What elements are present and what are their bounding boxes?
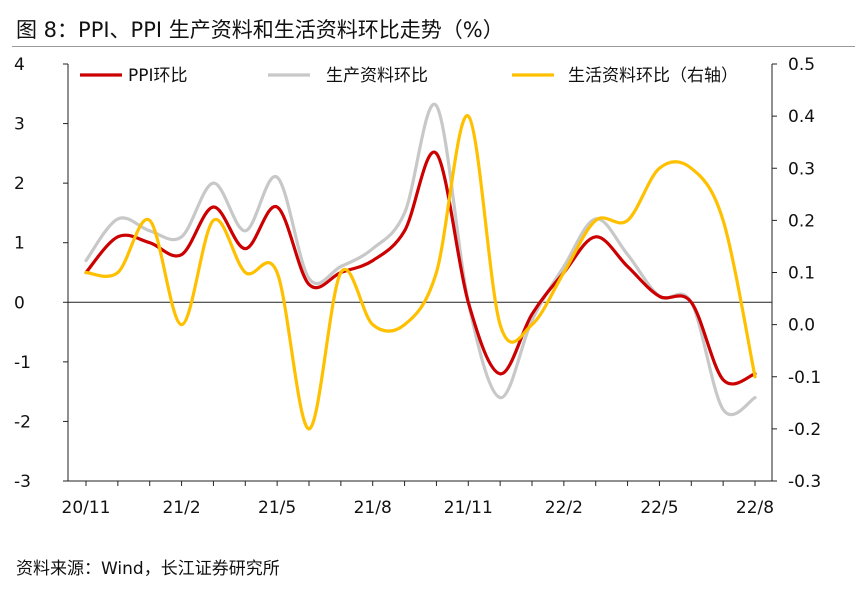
right-tick-label: -0.2 [788,420,821,440]
left-tick-label: 3 [14,115,25,135]
right-tick-label: 0.0 [788,316,815,336]
legend-item-living-label: 生活资料环比（右轴） [568,66,738,86]
right-tick-label: -0.3 [788,472,821,492]
legend-item-ppi-label: PPI环比 [128,66,188,86]
left-tick-label: 1 [14,234,25,254]
source-note: 资料来源：Wind，长江证券研究所 [16,559,280,579]
x-tick-label: 20/11 [62,498,111,518]
title-divider [12,46,855,47]
line-chart: 4 3 2 1 0 -1 -2 -3 0.5 0.4 0.3 0.2 0.1 0.0 -0.1 -0.2 -0.… [14,55,821,518]
x-tick-label: 21/2 [162,498,200,518]
figure-title: 图 8：PPI、PPI 生产资料和生活资料环比走势（%） [16,18,504,42]
right-tick-label: 0.5 [788,55,815,75]
series-line-ppi [84,150,757,386]
right-tick-label: 0.3 [788,159,815,179]
left-tick-label: -1 [14,353,31,373]
series-line-living [84,114,757,431]
left-tick-label: -3 [14,472,31,492]
left-tick-label: 2 [14,174,25,194]
x-tick-label: 21/11 [444,498,493,518]
x-tick-label: 22/8 [736,498,774,518]
series-line-production [84,102,757,417]
x-tick-label: 21/5 [258,498,296,518]
x-tick-label: 22/2 [545,498,583,518]
left-tick-label: 4 [14,55,25,75]
left-tick-label: 0 [14,293,25,313]
right-tick-label: 0.2 [788,211,815,231]
x-tick-label: 21/8 [354,498,392,518]
left-tick-label: -2 [14,412,31,432]
right-tick-label: 0.4 [788,107,815,127]
right-tick-label: -0.1 [788,368,821,388]
x-tick-label: 22/5 [640,498,678,518]
right-tick-label: 0.1 [788,264,815,284]
legend-item-production-label: 生产资料环比 [326,66,428,86]
